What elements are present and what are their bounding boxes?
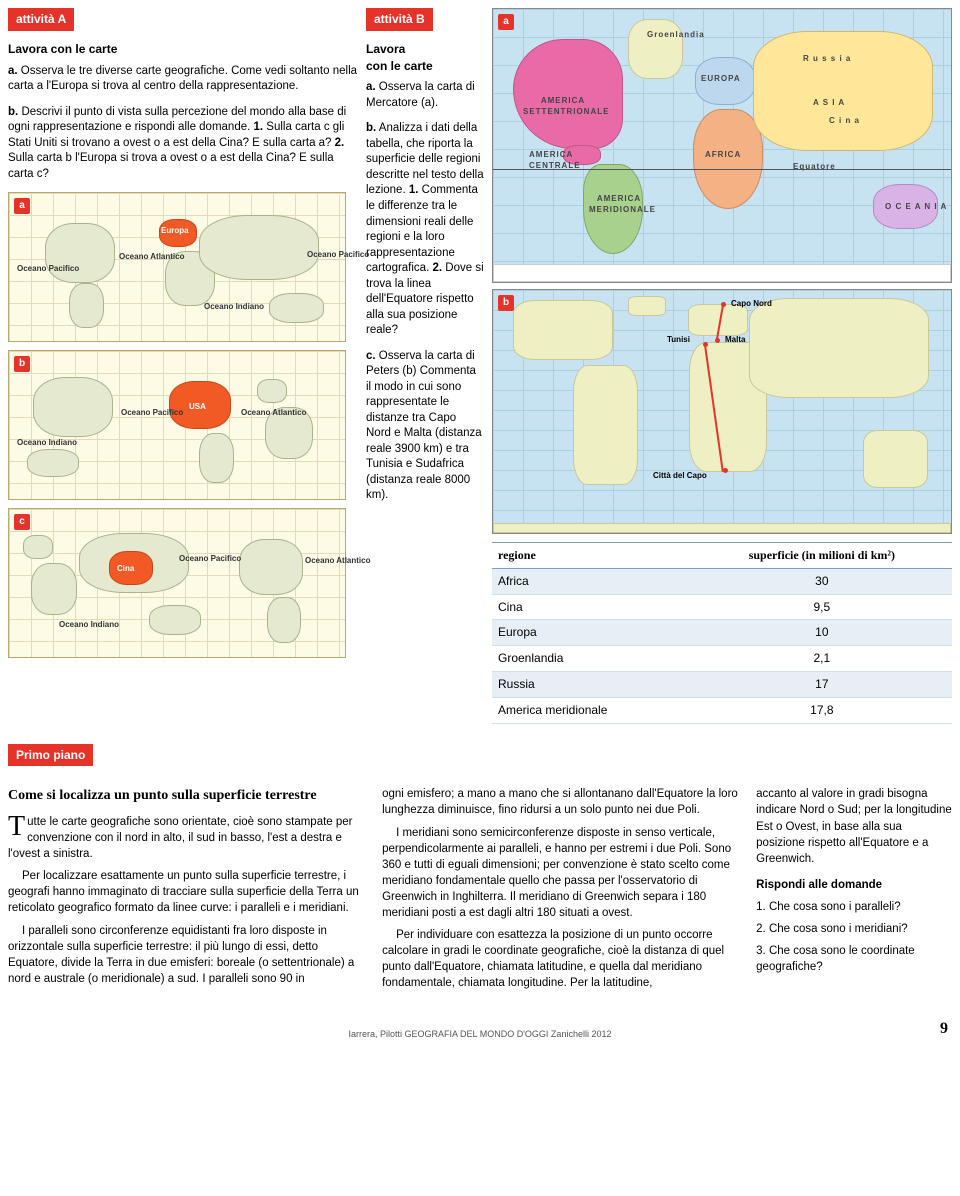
- map-b: Oceano Indiano Oceano Pacifico USA Ocean…: [8, 350, 346, 500]
- pp-p2: Per localizzare esattamente un punto sul…: [8, 868, 364, 916]
- pp3-q1: 1. Che cosa sono i paralleli?: [756, 899, 952, 915]
- activity-a-column: attività A Lavora con le carte a. Osserv…: [8, 8, 358, 724]
- page: attività A Lavora con le carte a. Osserv…: [8, 8, 952, 1040]
- label-indiano-c: Oceano Indiano: [59, 619, 119, 630]
- a-b-bold: b.: [8, 106, 18, 118]
- b-a: a. Osserva la carta di Mercatore (a).: [366, 80, 484, 111]
- pp-p1: T utte le carte geografiche sono orienta…: [8, 814, 364, 862]
- pp3-qtitle: Rispondi alle domande: [756, 877, 952, 893]
- label-am-mer: AMERICA MERIDIONALE: [589, 193, 649, 215]
- a-q2: Sulla carta b l'Europa si trova a ovest …: [8, 152, 334, 180]
- mercator-map: Groenlandia AMERICA SETTENTRIONALE AMERI…: [492, 8, 952, 283]
- activity-a-b: b. Descrivi il punto di vista sulla perc…: [8, 105, 358, 183]
- label-europa: Europa: [161, 225, 189, 236]
- label-pacifico-b: Oceano Pacifico: [121, 407, 183, 418]
- pp3-q3: 3. Che cosa sono le coordinate geografic…: [756, 943, 952, 975]
- label-atlantico-b: Oceano Atlantico: [241, 407, 307, 418]
- label-groenlandia: Groenlandia: [647, 29, 705, 40]
- label-cina-m: C i n a: [829, 115, 860, 126]
- label-asia: A S I A: [813, 97, 845, 108]
- th-region: regione: [492, 543, 692, 569]
- pp2-p1: ogni emisfero; a mano a mano che si allo…: [382, 786, 738, 818]
- page-number: 9: [940, 1018, 948, 1040]
- th-surface: superficie (in milioni di km²): [692, 543, 952, 569]
- activity-b-title: Lavora con le carte: [366, 41, 484, 75]
- map-b-badge: b: [14, 356, 30, 372]
- table-row: Russia17: [492, 671, 952, 697]
- pp3-q2: 2. Che cosa sono i meridiani?: [756, 921, 952, 937]
- pp-col-2: ogni emisfero; a mano a mano che si allo…: [382, 786, 738, 997]
- label-russia: R u s s i a: [803, 53, 851, 64]
- table-row: Europa10: [492, 620, 952, 646]
- peters-map: Capo Nord Malta Tunisi Città del Capo b: [492, 289, 952, 534]
- table-row: America meridionale17,8: [492, 697, 952, 723]
- activity-b-column: attività B Lavora con le carte a. Osserv…: [366, 8, 484, 724]
- label-malta: Malta: [725, 334, 745, 345]
- label-europa-m: EUROPA: [701, 73, 741, 84]
- activity-b-tag: attività B: [366, 8, 433, 31]
- label-indiano-b: Oceano Indiano: [17, 437, 77, 448]
- label-oceania: O C E A N I A: [885, 201, 947, 212]
- a-intro-text: Osserva le tre diverse carte geografiche…: [8, 65, 357, 93]
- label-am-sett: AMERICA SETTENTRIONALE: [523, 95, 603, 117]
- table-row: Africa30: [492, 568, 952, 594]
- label-capo-nord: Capo Nord: [731, 298, 772, 309]
- footer: Iarrera, Pilotti GEOGRAFIA DEL MONDO D'O…: [8, 1028, 952, 1041]
- activity-a-tag: attività A: [8, 8, 74, 31]
- pp-title: Come si localizza un punto sulla superfi…: [8, 786, 364, 806]
- table-row: Cina9,5: [492, 594, 952, 620]
- primo-piano: Primo piano Come si localizza un punto s…: [8, 744, 952, 998]
- maps-column: Groenlandia AMERICA SETTENTRIONALE AMERI…: [492, 8, 952, 724]
- label-pacifico-c: Oceano Pacifico: [179, 553, 241, 564]
- label-am-cent: AMERICA CENTRALE: [529, 149, 589, 171]
- pp-p3: I paralleli sono circonferenze equidista…: [8, 923, 364, 987]
- pp3-p1: accanto al valore in gradi bisogna indic…: [756, 786, 952, 866]
- label-africa: AFRICA: [705, 149, 741, 160]
- map-c: Oceano Indiano Cina Oceano Pacifico Ocea…: [8, 508, 346, 658]
- label-indiano: Oceano Indiano: [204, 301, 264, 312]
- dropcap: T: [8, 814, 27, 839]
- label-tunisi: Tunisi: [667, 334, 690, 345]
- label-equatore: Equatore: [793, 161, 836, 172]
- map-a-badge: a: [14, 198, 30, 214]
- pp2-p3: Per individuare con esattezza la posizio…: [382, 927, 738, 991]
- map-c-badge: c: [14, 514, 30, 530]
- activity-a-title: Lavora con le carte: [8, 41, 358, 58]
- label-citta-capo: Città del Capo: [653, 470, 707, 481]
- primo-piano-tag: Primo piano: [8, 744, 93, 767]
- pp2-p2: I meridiani sono semicirconferenze dispo…: [382, 825, 738, 922]
- footer-credit: Iarrera, Pilotti GEOGRAFIA DEL MONDO D'O…: [349, 1029, 612, 1039]
- mercator-badge: a: [498, 14, 514, 30]
- a-intro-bold: a.: [8, 65, 18, 77]
- pp-col-1: Come si localizza un punto sulla superfi…: [8, 786, 364, 997]
- table-row: Groenlandia2,1: [492, 646, 952, 672]
- pp-col-3: accanto al valore in gradi bisogna indic…: [756, 786, 952, 997]
- label-pacifico-r: Oceano Pacifico: [307, 249, 369, 260]
- b-c: c. Osserva la carta di Peters (b) Commen…: [366, 349, 484, 504]
- activity-a-intro: a. Osserva le tre diverse carte geografi…: [8, 64, 358, 95]
- b-b: b. Analizza i dati della tabella, che ri…: [366, 121, 484, 338]
- label-cina: Cina: [117, 563, 134, 574]
- map-a: Oceano Pacifico Oceano Atlantico Europa …: [8, 192, 346, 342]
- label-atlantico: Oceano Atlantico: [119, 251, 185, 262]
- peters-badge: b: [498, 295, 514, 311]
- label-atlantico-c: Oceano Atlantico: [305, 555, 371, 566]
- surface-table: regione superficie (in milioni di km²) A…: [492, 542, 952, 724]
- label-usa: USA: [189, 401, 206, 412]
- top-section: attività A Lavora con le carte a. Osserv…: [8, 8, 952, 724]
- label-pacifico: Oceano Pacifico: [17, 263, 79, 274]
